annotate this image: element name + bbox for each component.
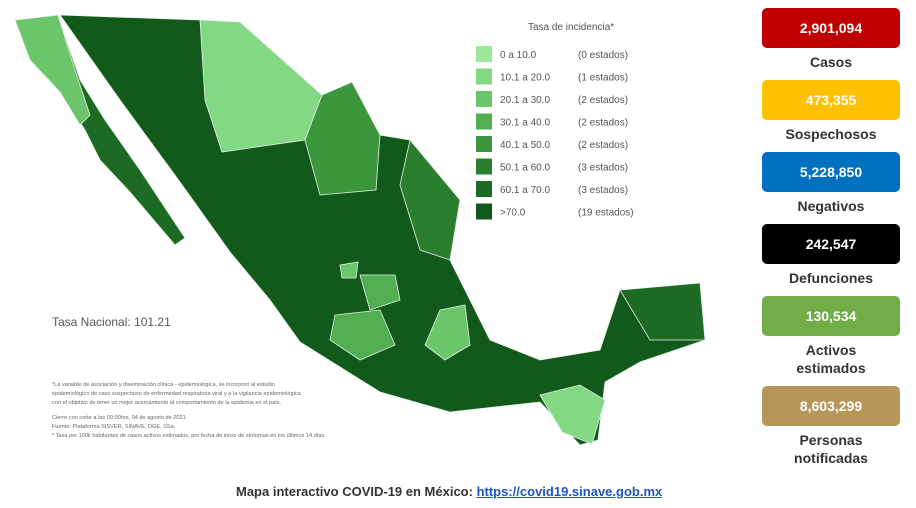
- stat-label: Personas notificadas: [794, 432, 868, 466]
- legend-range: 50.1 a 60.0: [500, 163, 550, 174]
- legend-count: (19 estados): [578, 208, 634, 219]
- hidalgo: [424, 304, 471, 361]
- legend-range: 0 a 10.0: [500, 50, 537, 61]
- legend-swatch: [476, 46, 492, 62]
- footnote: *La variable de asociación y diseminació…: [52, 382, 275, 388]
- legend-count: (2 estados): [578, 95, 628, 106]
- yucatan: [619, 282, 706, 341]
- legend-swatch: [476, 68, 492, 85]
- legend-swatch: [476, 158, 492, 175]
- states: [14, 14, 706, 446]
- legend-count: (2 estados): [578, 118, 628, 129]
- footnotes: *La variable de asociación y diseminació…: [52, 382, 326, 439]
- stat-label: Defunciones: [788, 270, 873, 286]
- legend-count: (3 estados): [578, 185, 628, 196]
- legend-range: 40.1 a 50.0: [500, 140, 550, 151]
- baja-north: [14, 14, 91, 126]
- footnote: * Tasa por 100k habitantes de casos acti…: [52, 433, 326, 439]
- legend-range: 20.1 a 30.0: [500, 95, 550, 106]
- aguascalientes: [339, 261, 359, 279]
- legend-count: (0 estados): [578, 50, 628, 61]
- stat-value: 2,901,094: [762, 8, 900, 48]
- legend-swatch: [476, 136, 492, 152]
- footnote: epidemiológico de caso sospechoso de enf…: [52, 391, 302, 397]
- legend-swatch: [476, 181, 492, 197]
- legend-title: Tasa de incidencia*: [528, 22, 614, 33]
- legend-range: >70.0: [500, 208, 526, 219]
- stat-label: Negativos: [797, 198, 865, 214]
- footer-text: Mapa interactivo COVID-19 en México:: [236, 484, 473, 499]
- stat-label: Sospechosos: [785, 126, 877, 142]
- footnote: Cierre con corte a las 09:00hrs, 04 de a…: [52, 415, 186, 421]
- legend-swatch: [476, 91, 492, 107]
- stat-value: 242,547: [762, 224, 900, 264]
- national-rate: Tasa Nacional: 101.21: [52, 315, 171, 329]
- coahuila: [304, 81, 381, 196]
- tamaulipas: [399, 139, 461, 261]
- stat-label: Activos estimados: [796, 342, 866, 376]
- stat-value: 8,603,299: [762, 386, 900, 426]
- legend-range: 10.1 a 20.0: [500, 73, 550, 84]
- legend-range: 60.1 a 70.0: [500, 185, 550, 196]
- chihuahua: [199, 19, 323, 153]
- legend: 0 a 10.0 (0 estados) 10.1 a 20.0 (1 estados…: [476, 46, 634, 220]
- legend-count: (3 estados): [578, 163, 628, 174]
- stat-value: 130,534: [762, 296, 900, 336]
- legend-count: (2 estados): [578, 140, 628, 151]
- stat-value: 473,355: [762, 80, 900, 120]
- footnote: Fuente: Plataforma SISVER, SINAVE, DGE, …: [52, 424, 176, 430]
- stat-value: 5,228,850: [762, 152, 900, 192]
- legend-swatch: [476, 203, 492, 220]
- map: Tasa de incidencia* 0 a 10.0 (0 estados) 1…: [14, 14, 706, 446]
- stats-panel: 2,901,094 Casos 473,355 Sospechosos 5,228,85…: [752, 8, 910, 476]
- guanajuato: [359, 274, 401, 311]
- footnote: con el objetivo de tener un mejor acerca…: [52, 400, 282, 406]
- jalisco: [329, 309, 396, 361]
- legend-range: 30.1 a 40.0: [500, 118, 550, 129]
- footer: Mapa interactivo COVID-19 en México: htt…: [236, 484, 662, 499]
- chiapas: [539, 384, 606, 445]
- legend-count: (1 estados): [578, 73, 628, 84]
- stat-label: Casos: [809, 54, 853, 70]
- footer-link[interactable]: https://covid19.sinave.gob.mx: [476, 484, 663, 499]
- legend-swatch: [476, 113, 492, 130]
